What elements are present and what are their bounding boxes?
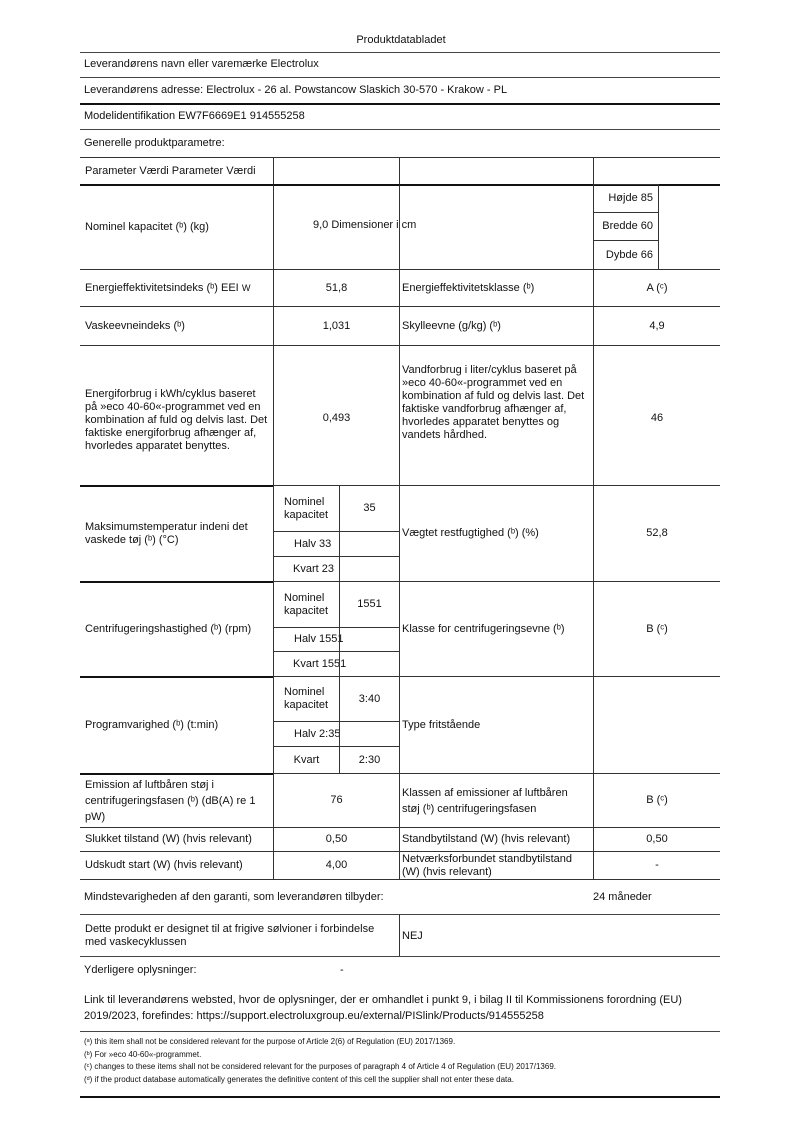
divider (339, 531, 340, 581)
depth-cell: Dybde 66 (593, 240, 659, 270)
off-mode-label: Slukket tilstand (W) (hvis relevant) (80, 827, 274, 852)
capacity-label: Nominel kapacitet (ᵇ) (kg) (80, 184, 274, 270)
footnote-a: (ᵃ) this item shall not be considered re… (84, 1037, 456, 1046)
model-identification: Modelidentifikation EW7F6669E1 914555258 (84, 110, 305, 122)
energy-consumption-label: Energiforbrug i kWh/cyklus baseret på »e… (80, 345, 274, 486)
divider (339, 627, 340, 676)
footnote-d: (ᵈ) if the product database automaticall… (84, 1074, 514, 1084)
temperature-nominal-value: 35 (339, 485, 400, 532)
noise-value: 76 (273, 773, 400, 828)
footnote-b: (ᵇ) For »eco 40-60«-programmet. (84, 1049, 202, 1059)
footnotes: (ᵃ) this item shall not be considered re… (84, 1036, 556, 1086)
rinse-value: 4,9 (593, 306, 720, 346)
additional-info-label: Yderligere oplysninger: (84, 964, 197, 976)
silver-ions-value: NEJ (402, 930, 423, 942)
duration-half: Halv 2:35 (273, 721, 400, 747)
noise-label: Emission af luftbåren støj i centrifuger… (80, 773, 274, 828)
eei-label-text: Energieffektivitetsindeks (ᵇ) EEI (85, 281, 239, 294)
wash-value: 1,031 (273, 306, 400, 346)
rinse-label: Skylleevne (g/kg) (ᵇ) (399, 306, 594, 346)
spin-half: Halv 1551 (273, 627, 400, 652)
delay-start-value: 4,00 (273, 851, 400, 880)
energy-class-value: A (ᶜ) (593, 269, 720, 307)
width-cell: Bredde 60 (593, 212, 659, 241)
footnote-c: (ᶜ) changes to these items shall not be … (84, 1062, 556, 1071)
water-consumption-label: Vandforbrug i liter/cyklus baseret på »e… (399, 345, 594, 486)
header-cell-empty (593, 157, 720, 185)
divider (80, 52, 720, 53)
network-standby-label: Netværksforbundet standbytilstand (W) (h… (399, 851, 594, 880)
noise-class-label: Klassen af emissioner af luftbåren støj … (399, 773, 594, 828)
delay-start-label: Udskudt start (W) (hvis relevant) (80, 851, 274, 880)
spin-quarter: Kvart 1551 (273, 651, 400, 677)
divider (80, 103, 720, 105)
duration-label: Programvarighed (ᵇ) (t:min) (80, 676, 274, 774)
header-cell-empty (273, 157, 400, 185)
spin-class-value: B (ᶜ) (593, 581, 720, 677)
divider (80, 129, 720, 130)
header-cell-empty (399, 157, 594, 185)
warranty-value: 24 måneder (593, 891, 652, 903)
header-cell: Parameter Værdi Parameter Værdi (80, 157, 274, 185)
divider (339, 721, 340, 747)
standby-label: Standbytilstand (W) (hvis relevant) (399, 827, 594, 852)
spin-nominal-value: 1551 (339, 581, 400, 628)
energy-class-label: Energieffektivitetsklasse (ᵇ) (399, 269, 594, 307)
supplier-website-link: Link til leverandørens websted, hvor de … (84, 994, 682, 1022)
duration-quarter-value: 2:30 (339, 746, 400, 774)
additional-info-value: - (340, 964, 344, 976)
silver-ions-label: Dette produkt er designet til at frigive… (80, 914, 400, 957)
divider (80, 956, 720, 957)
energy-consumption-value: 0,493 (273, 345, 400, 486)
temperature-half: Halv 33 (273, 531, 400, 557)
off-mode-value: 0,50 (273, 827, 400, 852)
standby-value: 0,50 (593, 827, 720, 852)
spin-class-label: Klasse for centrifugeringsevne (ᵇ) (399, 581, 594, 677)
page-title: Produktdatabladet (356, 34, 446, 46)
temperature-label: Maksimumstemperatur indeni det vaskede t… (80, 485, 274, 582)
eei-subscript: W (241, 282, 251, 293)
temperature-quarter: Kvart 23 (273, 556, 400, 582)
temperature-nominal-label: Nominel kapacitet (273, 485, 340, 532)
warranty-label: Mindstevarigheden af den garanti, som le… (84, 891, 384, 903)
height-cell: Højde 85 (593, 184, 659, 213)
type-value-empty (593, 676, 720, 774)
divider (80, 1096, 720, 1098)
wash-label: Vaskeevneindeks (ᵇ) (80, 306, 274, 346)
supplier-name: Leverandørens navn eller varemærke Elect… (84, 58, 319, 70)
water-consumption-value: 46 (593, 345, 720, 486)
capacity-value: 9,0 Dimensioner i cm (313, 219, 417, 231)
general-heading: Generelle produktparametre: (84, 137, 225, 149)
spin-nominal-label: Nominel kapacitet (273, 581, 340, 628)
network-standby-value: - (593, 851, 720, 880)
duration-nominal-value: 3:40 (339, 676, 400, 722)
moisture-value: 52,8 (593, 485, 720, 582)
duration-nominal-label: Nominel kapacitet (273, 676, 340, 722)
dimensions-cell (399, 184, 594, 270)
eei-label: Energieffektivitetsindeks (ᵇ) EEI W (80, 269, 274, 307)
duration-quarter-label: Kvart (273, 746, 340, 774)
type-label: Type fritstående (399, 676, 594, 774)
moisture-label: Vægtet restfugtighed (ᵇ) (%) (399, 485, 594, 582)
eei-value: 51,8 (273, 269, 400, 307)
divider (80, 1031, 720, 1032)
divider (80, 914, 720, 915)
supplier-address: Leverandørens adresse: Electrolux - 26 a… (84, 84, 508, 96)
noise-class-value: B (ᶜ) (593, 773, 720, 828)
divider (80, 77, 720, 78)
spin-label: Centrifugeringshastighed (ᵇ) (rpm) (80, 581, 274, 677)
